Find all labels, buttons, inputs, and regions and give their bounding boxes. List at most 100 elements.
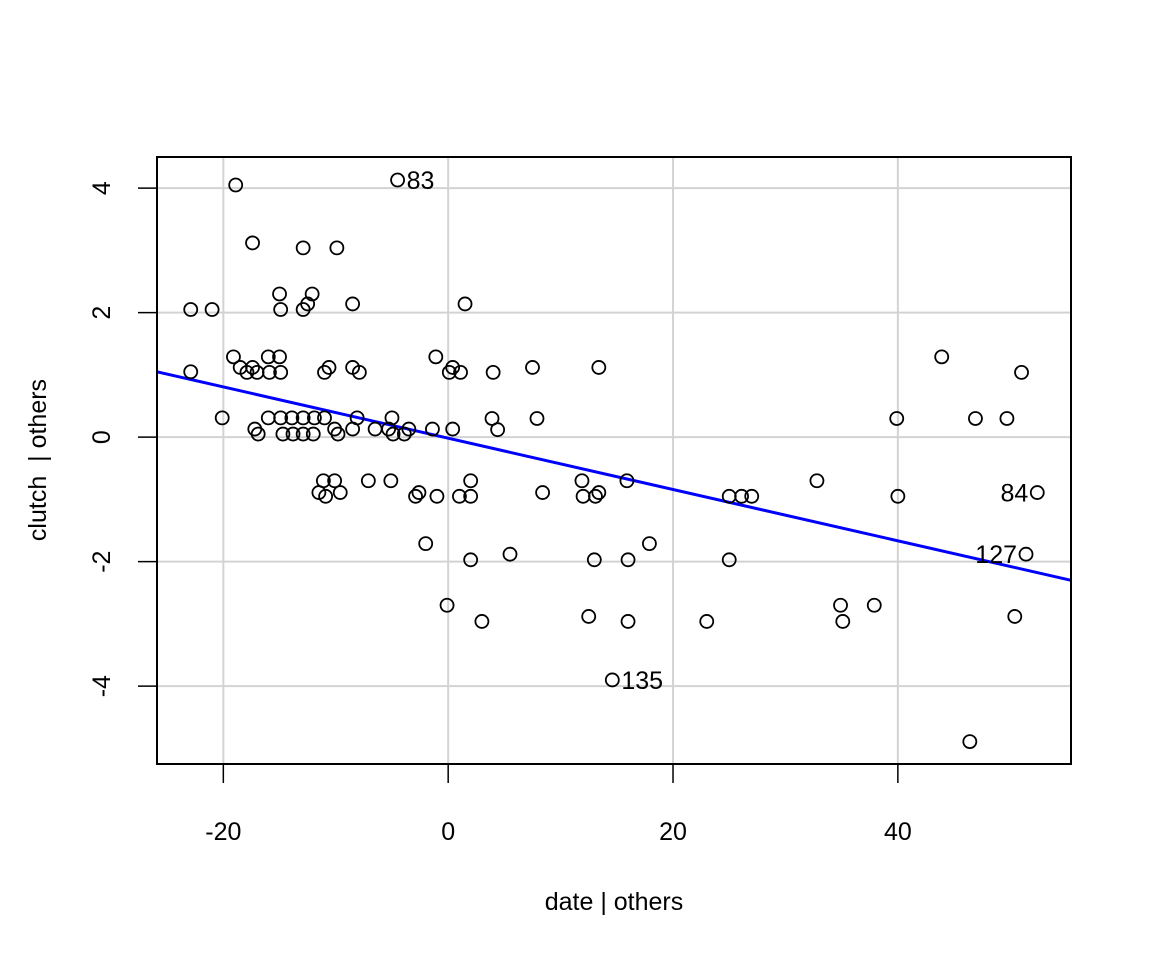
data-point: [273, 365, 289, 380]
data-point: [396, 426, 412, 442]
x-tick-label: 0: [441, 818, 455, 846]
data-point: [385, 426, 401, 442]
data-point: [295, 240, 311, 256]
x-tick-label: -20: [205, 818, 241, 846]
point-label-83: 83: [407, 167, 435, 195]
point-label-135: 135: [621, 667, 663, 695]
y-tick-label: -4: [88, 675, 116, 697]
data-point: [619, 473, 635, 489]
fit-line: [156, 370, 1072, 582]
point-label-84: 84: [1000, 480, 1028, 508]
data-point: [345, 296, 361, 312]
data-point: [463, 488, 479, 504]
data-point: [226, 349, 241, 365]
point-label-127: 127: [975, 541, 1017, 569]
data-point: [332, 485, 348, 500]
data-point: [411, 485, 427, 500]
data-point: [574, 473, 590, 489]
data-point: [250, 426, 266, 442]
y-tick-label: 4: [88, 181, 116, 195]
x-axis: -20 0 20 40: [205, 764, 912, 846]
x-tick-label: 20: [659, 818, 687, 846]
data-point: [642, 536, 657, 552]
data-point: [529, 411, 545, 426]
plot-frame: [156, 156, 1072, 765]
data-point: [245, 235, 260, 251]
data-point: [962, 734, 978, 749]
data-point: [835, 614, 851, 629]
data-point: [306, 410, 322, 426]
data-point: [327, 473, 343, 489]
data-point: [367, 421, 383, 437]
data-point: [204, 302, 220, 317]
data-point: [345, 421, 361, 437]
data-point: [284, 410, 300, 426]
data-point: [591, 360, 607, 375]
data-point: [474, 614, 490, 629]
data-point: [228, 177, 244, 193]
data-point: [890, 488, 906, 504]
data-point: [734, 488, 750, 504]
data-point: [383, 473, 399, 489]
data-point: [457, 296, 473, 312]
y-axis-title: clutch | others: [24, 379, 52, 541]
data-point: [586, 552, 602, 568]
data-point: [490, 422, 506, 438]
data-point: [999, 411, 1015, 426]
data-point: [588, 488, 603, 504]
data-point: [260, 349, 276, 365]
data-point: [272, 349, 287, 365]
data-point: [390, 172, 405, 188]
data-point: [439, 597, 455, 613]
data-point: [295, 410, 311, 426]
data-point: [408, 488, 423, 504]
data-point: [262, 365, 277, 380]
data-point: [1029, 485, 1045, 500]
data-points: [183, 172, 1045, 749]
data-point: [275, 426, 291, 442]
data-point: [429, 488, 445, 504]
data-point: [591, 485, 607, 500]
data-point: [239, 365, 255, 380]
data-point: [581, 609, 597, 624]
data-point: [183, 364, 199, 380]
data-point: [295, 302, 311, 317]
data-point: [721, 552, 737, 568]
x-tick-label: 40: [884, 818, 912, 846]
data-point: [620, 552, 636, 568]
y-tick-label: -2: [88, 551, 116, 573]
data-point: [445, 421, 461, 437]
data-point: [305, 426, 321, 442]
data-point: [329, 240, 345, 256]
data-point: [525, 360, 540, 375]
data-point: [425, 421, 440, 437]
data-point: [485, 365, 501, 380]
data-point: [351, 365, 367, 380]
data-point: [285, 426, 301, 442]
data-point: [330, 426, 346, 442]
data-point: [1014, 365, 1029, 380]
data-point: [321, 360, 337, 375]
data-point: [317, 365, 332, 380]
data-point: [1018, 546, 1034, 562]
data-point: [452, 488, 467, 504]
data-point: [620, 614, 636, 629]
x-axis-title: date | others: [545, 888, 684, 916]
data-point: [453, 365, 468, 380]
data-point: [295, 426, 311, 442]
y-tick-label: 0: [88, 430, 116, 444]
data-point: [273, 302, 289, 317]
data-point: [968, 411, 983, 426]
data-point: [428, 349, 444, 365]
data-point: [317, 410, 332, 426]
data-point: [401, 421, 417, 437]
data-point: [934, 349, 950, 365]
data-point: [833, 597, 848, 613]
data-point: [866, 597, 882, 613]
data-point: [744, 488, 760, 504]
point-labels: 83 135 84 127: [407, 167, 1029, 695]
data-point: [214, 410, 230, 426]
data-point: [604, 672, 620, 688]
data-point: [463, 473, 479, 489]
